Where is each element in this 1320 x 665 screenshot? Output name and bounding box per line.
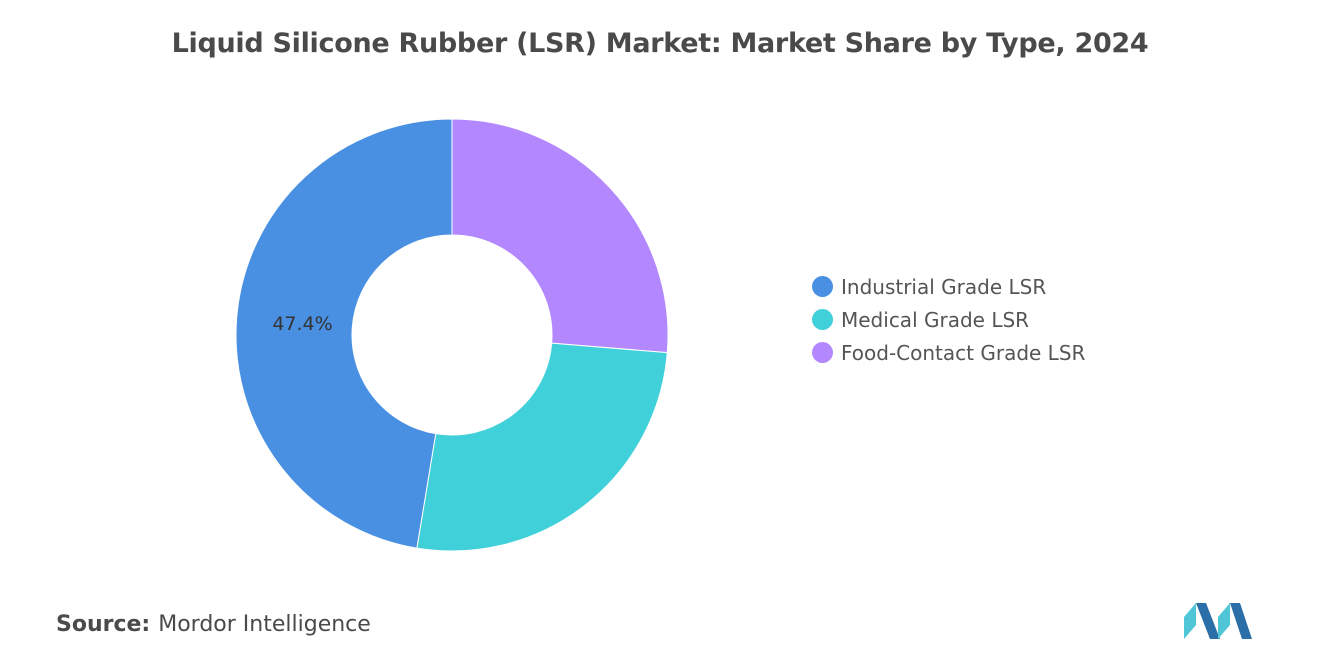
- legend-item: Industrial Grade LSR: [812, 270, 1085, 303]
- legend-item: Food-Contact Grade LSR: [812, 336, 1085, 369]
- legend-swatch: [812, 276, 833, 297]
- chart-title: Liquid Silicone Rubber (LSR) Market: Mar…: [171, 28, 1149, 59]
- legend-swatch: [812, 342, 833, 363]
- slice-medical-grade-lsr: [416, 342, 668, 552]
- slice-industrial-grade-lsr: [235, 118, 453, 549]
- legend-item: Medical Grade LSR: [812, 303, 1085, 336]
- slice-food-contact-grade-lsr: [451, 118, 669, 354]
- legend-label: Medical Grade LSR: [841, 307, 1030, 332]
- source-text: Mordor Intelligence: [158, 612, 371, 637]
- legend-label: Industrial Grade LSR: [841, 274, 1047, 299]
- data-label-industrial-grade-lsr: 47.4%: [272, 313, 332, 335]
- chart-legend: Industrial Grade LSR Medical Grade LSR Foo…: [812, 270, 1085, 369]
- legend-label: Food-Contact Grade LSR: [841, 340, 1086, 365]
- source-label: Source:: [56, 612, 151, 637]
- source-line: Source: Mordor Intelligence: [56, 612, 371, 637]
- legend-swatch: [812, 309, 833, 330]
- mordor-intelligence-logo-icon: [1184, 603, 1252, 639]
